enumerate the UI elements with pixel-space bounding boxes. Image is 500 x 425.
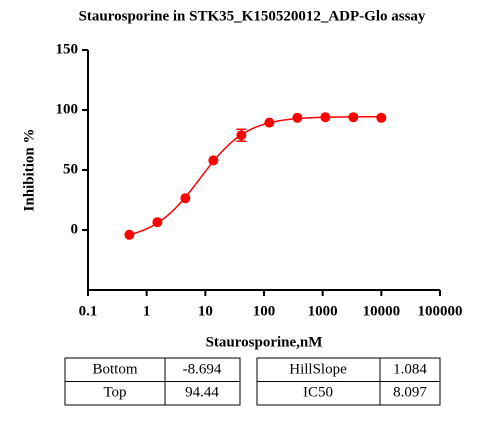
y-tick-label: 0 [71,221,79,237]
y-tick-label: 50 [63,161,78,177]
data-point [124,229,135,240]
table-cell: 94.44 [185,384,219,400]
data-point [320,112,331,123]
table-cell: 8.097 [393,384,427,400]
x-tick-label: 100000 [418,303,463,319]
x-tick-label: 10 [198,303,213,319]
data-point [376,112,387,123]
x-axis-label: Staurosporine,nM [206,334,323,350]
chart-title: Staurosporine in STK35_K150520012_ADP-Gl… [79,8,426,24]
data-point [236,130,247,141]
data-point [292,112,303,123]
data-point [180,193,191,204]
x-tick-label: 1 [143,303,151,319]
data-point [152,217,163,228]
table-cell: IC50 [303,384,333,400]
table-cell: HillSlope [289,361,347,377]
y-axis-label: Inhibition % [21,129,37,212]
x-tick-label: 10000 [363,303,401,319]
y-tick-label: 150 [56,41,79,57]
x-tick-label: 1000 [308,303,338,319]
table-cell: Top [103,384,126,400]
data-point [348,112,359,123]
x-tick-label: 100 [253,303,276,319]
table-cell: 1.084 [393,361,427,377]
x-tick-label: 0.1 [79,303,98,319]
table-cell: -8.694 [183,361,222,377]
fit-curve [129,115,382,236]
y-tick-label: 100 [56,101,79,117]
table-cell: Bottom [92,361,137,377]
data-point [264,117,275,128]
data-point [208,155,219,166]
